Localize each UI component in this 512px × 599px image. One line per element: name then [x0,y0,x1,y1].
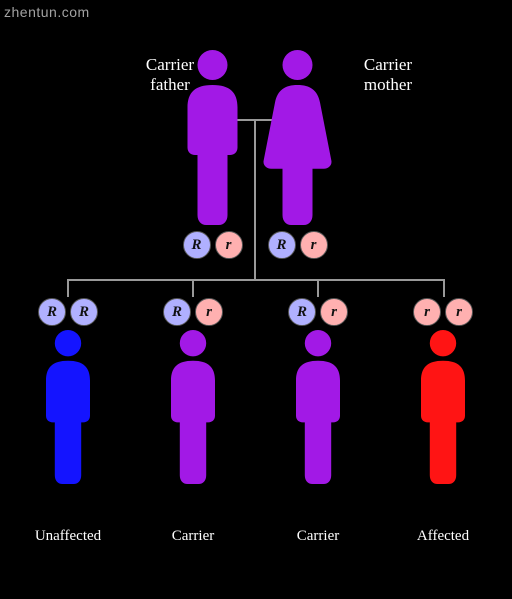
child1-allele-0: R [38,298,66,326]
figure-mother [260,50,335,225]
label-child1: Unaffected [8,528,128,545]
father-allele-0: R [183,231,211,259]
connector-v-c3 [317,279,319,297]
person-icon [260,50,335,225]
connector-v-c2 [192,279,194,297]
person-icon [35,330,101,484]
label-mother: Carrier mother [328,55,448,95]
connector-h-children [67,279,445,281]
figure-father [175,50,250,225]
figure-child4 [410,330,476,484]
child2-allele-0: R [163,298,191,326]
person-icon [410,330,476,484]
figure-child2 [160,330,226,484]
figure-child1 [35,330,101,484]
child4-allele-0: r [413,298,441,326]
mother-allele-1: r [300,231,328,259]
connector-v-c1 [67,279,69,297]
father-allele-1: r [215,231,243,259]
person-icon [160,330,226,484]
child4-allele-1: r [445,298,473,326]
child1-allele-1: R [70,298,98,326]
child2-allele-1: r [195,298,223,326]
connector-v-c4 [443,279,445,297]
label-child3: Carrier [258,528,378,545]
child3-allele-1: r [320,298,348,326]
connector-v-down [254,119,256,279]
child3-allele-0: R [288,298,316,326]
figure-child3 [285,330,351,484]
person-icon [175,50,250,225]
person-icon [285,330,351,484]
label-child2: Carrier [133,528,253,545]
watermark-text: zhentun.com [4,4,90,20]
mother-allele-0: R [268,231,296,259]
label-mother-l1: Carrier mother [364,55,412,94]
label-child4: Affected [383,528,503,545]
